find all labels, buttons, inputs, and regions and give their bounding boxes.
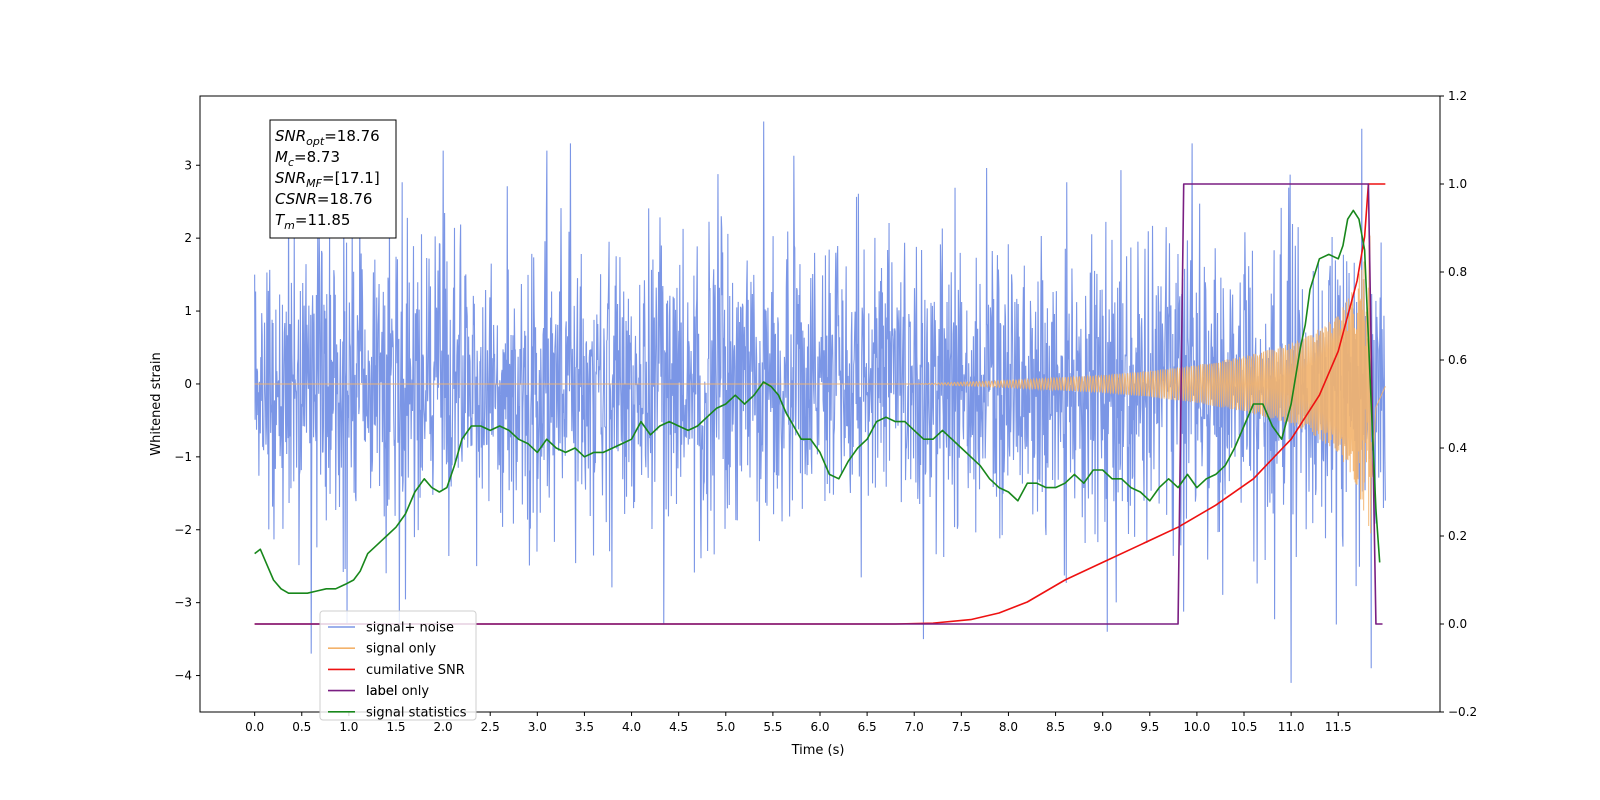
- x-tick-label: 6.5: [858, 720, 877, 734]
- x-tick-label: 5.5: [763, 720, 782, 734]
- legend: label only signal+ noise signal only cumila…: [319, 610, 477, 721]
- series-signal-only: [254, 235, 1386, 534]
- y-tick-label: −1: [174, 450, 192, 464]
- x-tick-label: 3.0: [528, 720, 547, 734]
- x-tick-label: 1.0: [339, 720, 358, 734]
- legend-label: signal only: [366, 642, 436, 657]
- x-tick-label: 6.0: [810, 720, 829, 734]
- series-label: [254, 183, 1383, 625]
- x-tick-label: 0.5: [292, 720, 311, 734]
- y-tick-label: 1: [184, 304, 192, 318]
- series-signal-statistics: [254, 209, 1381, 594]
- plot-frame: [199, 95, 1441, 713]
- y-tick-label: 0: [184, 377, 192, 391]
- x-tick-label: 0.0: [245, 720, 264, 734]
- y2-tick-label: 1.0: [1448, 177, 1467, 191]
- x-tick-label: 2.0: [434, 720, 453, 734]
- y-tick-label: −4: [174, 669, 192, 683]
- y2-tick-label: 0.0: [1448, 617, 1467, 631]
- x-tick-label: 7.5: [952, 720, 971, 734]
- y2-tick-label: −0.2: [1448, 705, 1477, 719]
- x-tick-label: 1.5: [386, 720, 405, 734]
- annotation-line: CSNR=18.76: [275, 190, 372, 208]
- y2-tick-label: 1.2: [1448, 89, 1467, 103]
- legend-label: cumilative SNR: [366, 663, 465, 678]
- y-tick-label: 3: [184, 158, 192, 172]
- y-tick-label: −3: [174, 596, 192, 610]
- legend-label: label: [366, 684, 397, 699]
- x-tick-label: 11.0: [1278, 720, 1305, 734]
- y2-tick-label: 0.4: [1448, 441, 1467, 455]
- annotation-line: SNRopt=18.76: [275, 127, 380, 148]
- annotation-line: SNRMF=[17.1]: [275, 169, 380, 190]
- legend-label: signal statistics: [366, 705, 467, 720]
- annotation-line: Mc=8.73: [275, 148, 340, 169]
- y-tick-label: 2: [184, 231, 192, 245]
- x-tick-label: 7.0: [905, 720, 924, 734]
- x-tick-label: 8.5: [1046, 720, 1065, 734]
- y2-tick-label: 0.6: [1448, 353, 1467, 367]
- x-tick-label: 2.5: [481, 720, 500, 734]
- legend-label: signal+ noise: [366, 621, 454, 636]
- series-signal-noise: [254, 121, 1386, 683]
- x-tick-label: 8.0: [999, 720, 1018, 734]
- y-tick-label: −2: [174, 523, 192, 537]
- legend-label-hidden: label only: [366, 684, 429, 699]
- annotation-line: Tm=11.85: [275, 211, 350, 232]
- y-axis-label: Whitened strain: [149, 352, 164, 455]
- stats-annotation-box: SNRopt=18.76Mc=8.73SNRMF=[17.1]CSNR=18.7…: [269, 119, 397, 239]
- x-tick-label: 9.5: [1140, 720, 1159, 734]
- x-tick-label: 3.5: [575, 720, 594, 734]
- x-tick-label: 10.0: [1184, 720, 1211, 734]
- x-tick-label: 9.0: [1093, 720, 1112, 734]
- y2-tick-label: 0.2: [1448, 529, 1467, 543]
- x-tick-label: 4.0: [622, 720, 641, 734]
- y2-tick-label: 0.8: [1448, 265, 1467, 279]
- x-tick-label: 11.5: [1325, 720, 1352, 734]
- x-tick-label: 10.5: [1231, 720, 1258, 734]
- x-tick-label: 4.5: [669, 720, 688, 734]
- x-tick-label: 5.0: [716, 720, 735, 734]
- x-axis-label: Time (s): [791, 743, 845, 758]
